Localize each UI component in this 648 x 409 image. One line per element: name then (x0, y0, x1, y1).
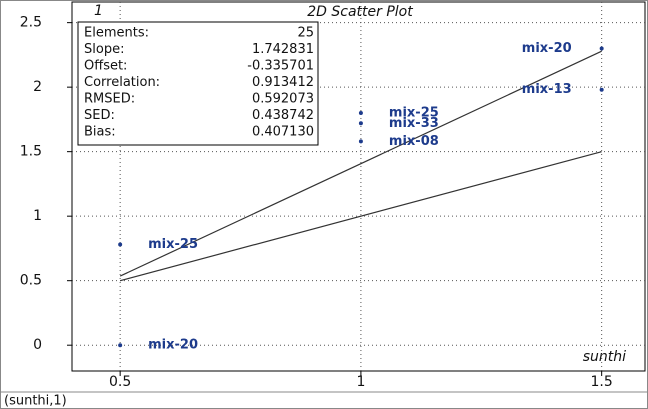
point (599, 87, 604, 92)
stat-name: Offset: (84, 59, 127, 74)
y-tick-label: 2.5 (20, 15, 42, 31)
stat-value: 1.742831 (252, 42, 314, 57)
y-tick-label: 0 (33, 337, 42, 353)
y-tick-label: 0.5 (20, 273, 42, 289)
point-label: mix-25 (148, 237, 198, 252)
y-tick-label: 1.5 (20, 144, 42, 160)
x-tick-label: 1.5 (591, 374, 613, 390)
stat-name: RMSED: (84, 92, 135, 107)
y-tick-label: 2 (33, 79, 42, 95)
stat-value: 0.438742 (252, 108, 314, 123)
y-tick-label: 1 (33, 208, 42, 224)
point (358, 121, 363, 126)
point-label: mix-33 (389, 116, 439, 131)
point-label: mix-20 (522, 41, 572, 56)
point-label: mix-25 (389, 105, 439, 120)
chart-title: 2D Scatter Plot (307, 4, 413, 20)
stats-box (77, 21, 319, 146)
regression-line (119, 50, 602, 277)
point (118, 242, 123, 247)
point-label: mix-08 (389, 134, 439, 149)
stat-value: 25 (297, 26, 314, 41)
point (599, 46, 604, 51)
plot-number: 1 (94, 3, 103, 19)
stat-value: 0.407130 (252, 125, 314, 140)
stat-value: 0.913412 (252, 75, 314, 90)
point-label: mix-13 (522, 82, 572, 97)
stat-name: Elements: (84, 26, 149, 41)
x-axis-label: sunthi (583, 349, 626, 365)
x-tick-label: 1 (356, 374, 365, 390)
stat-name: Slope: (84, 42, 124, 57)
stat-value: -0.335701 (247, 59, 314, 74)
point-label: mix-20 (148, 338, 198, 353)
x-tick-label: 0.5 (109, 374, 131, 390)
stat-name: Correlation: (84, 75, 160, 90)
stat-value: 0.592073 (252, 92, 314, 107)
stat-name: SED: (84, 108, 115, 123)
target-line (119, 151, 602, 282)
point (358, 110, 363, 115)
stat-name: Bias: (84, 125, 116, 140)
point (358, 139, 363, 144)
status-bar: (sunthi,1) (4, 394, 67, 409)
point (118, 343, 123, 348)
